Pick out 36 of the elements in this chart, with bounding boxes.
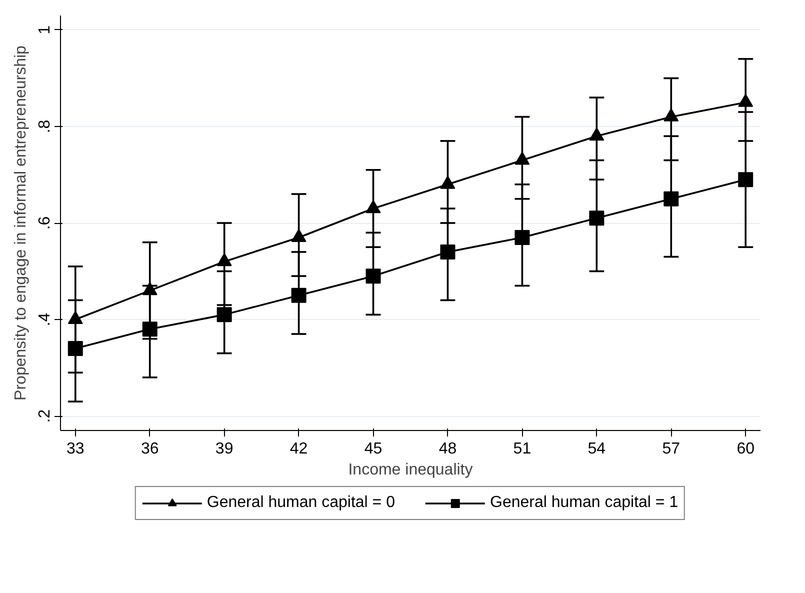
- point: [216, 307, 232, 322]
- y-tick-label: .2: [36, 409, 54, 423]
- point: [366, 200, 381, 214]
- point: [664, 191, 679, 206]
- point: [514, 230, 530, 245]
- legend-label: General human capital = 1: [490, 494, 678, 512]
- point: [291, 288, 306, 303]
- x-tick-label: 48: [438, 440, 457, 458]
- y-tick-label: 1: [36, 25, 54, 34]
- y-axis-title: Propensity to engage in informal entrepreneurship: [12, 45, 30, 400]
- y-tick-label: .6: [36, 216, 54, 230]
- point: [589, 210, 604, 226]
- x-tick-label: 33: [66, 440, 84, 458]
- point: [440, 176, 456, 189]
- x-tick-label: 42: [290, 440, 308, 458]
- point: [589, 128, 604, 141]
- y-tick-label: .4: [36, 312, 54, 326]
- x-axis-title: Income inequality: [348, 462, 473, 478]
- point: [514, 152, 530, 165]
- point: [738, 94, 754, 107]
- point: [216, 253, 232, 266]
- x-tick-label: 60: [736, 440, 755, 458]
- x-tick-label: 45: [364, 440, 382, 458]
- point: [366, 268, 381, 284]
- point: [291, 228, 306, 242]
- x-tick-label: 39: [215, 440, 234, 458]
- point: [440, 244, 456, 260]
- x-tick-label: 57: [662, 440, 680, 458]
- point: [664, 108, 679, 122]
- y-tick-label: .8: [36, 120, 54, 134]
- point: [142, 322, 158, 337]
- x-tick-label: 54: [588, 440, 606, 458]
- x-tick-label: 51: [513, 440, 532, 458]
- point: [68, 340, 83, 356]
- x-tick-label: 36: [140, 440, 159, 458]
- legend-label: General human capital = 0: [206, 494, 395, 512]
